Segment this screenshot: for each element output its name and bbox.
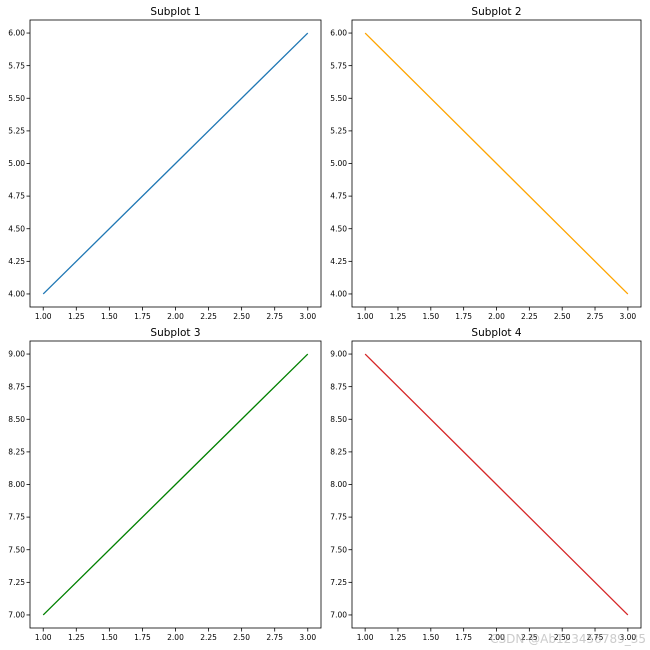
y-tick-label: 7.75 xyxy=(8,513,25,522)
x-tick-label: 1.00 xyxy=(357,312,374,321)
panel-title: Subplot 2 xyxy=(471,6,521,18)
x-tick-label: 2.00 xyxy=(167,312,184,321)
x-tick-label: 2.25 xyxy=(521,633,538,642)
y-tick-label: 5.00 xyxy=(330,159,347,168)
x-tick-label: 1.50 xyxy=(422,633,439,642)
y-tick-label: 5.00 xyxy=(8,159,25,168)
x-tick-label: 2.75 xyxy=(587,312,604,321)
y-tick-label: 4.50 xyxy=(330,224,347,233)
y-tick-label: 7.00 xyxy=(330,611,347,620)
y-tick-label: 8.00 xyxy=(8,480,25,489)
x-tick-label: 2.50 xyxy=(233,633,250,642)
y-tick-label: 8.50 xyxy=(8,415,25,424)
series-line xyxy=(42,353,309,616)
y-tick-label: 4.50 xyxy=(8,224,25,233)
y-tick-label: 5.25 xyxy=(330,126,347,135)
y-tick-label: 8.50 xyxy=(330,415,347,424)
y-tick-label: 7.50 xyxy=(8,545,25,554)
x-tick-label: 2.50 xyxy=(233,312,250,321)
y-tick-label: 8.25 xyxy=(8,447,25,456)
y-tick-label: 5.75 xyxy=(330,61,347,70)
x-tick-label: 1.75 xyxy=(455,312,472,321)
x-tick-label: 3.00 xyxy=(620,633,637,642)
y-tick-label: 4.00 xyxy=(8,290,25,299)
x-tick-label: 1.00 xyxy=(35,633,52,642)
x-tick-label: 3.00 xyxy=(299,633,316,642)
x-tick-label: 2.75 xyxy=(266,633,283,642)
x-tick-label: 1.50 xyxy=(422,312,439,321)
subplot-2: Subplot 2 1.00 1.25 1.50 1.75 2.00 2.25 2.50 2.7… xyxy=(330,6,642,321)
series-line xyxy=(364,353,629,616)
y-tick-label: 4.75 xyxy=(330,192,347,201)
y-tick-label: 4.25 xyxy=(330,257,347,266)
y-tick-label: 8.75 xyxy=(8,382,25,391)
x-tick-label: 2.00 xyxy=(488,633,505,642)
x-tick-label: 1.75 xyxy=(455,633,472,642)
panel-title: Subplot 3 xyxy=(150,327,200,339)
x-tick-label: 3.00 xyxy=(620,312,637,321)
y-tick-label: 9.00 xyxy=(8,350,25,359)
y-tick-label: 6.00 xyxy=(330,29,347,38)
subplot-1: Subplot 1 1.00 1.25 1.50 1.75 2.00 2.25 2.50 2.7… xyxy=(8,6,322,321)
watermark: CSDN @Ab123456789_35 xyxy=(490,632,646,646)
y-tick-label: 7.25 xyxy=(330,578,347,587)
x-tick-label: 2.25 xyxy=(200,633,217,642)
x-tick-label: 1.50 xyxy=(101,633,118,642)
x-tick-label: 1.75 xyxy=(134,633,151,642)
x-tick-label: 2.00 xyxy=(167,633,184,642)
y-tick-label: 4.00 xyxy=(330,290,347,299)
y-tick-label: 5.25 xyxy=(8,126,25,135)
x-tick-label: 1.50 xyxy=(101,312,118,321)
x-tick-label: 1.25 xyxy=(68,312,85,321)
subplot-3: Subplot 3 1.00 1.25 1.50 1.75 2.00 2.25 2.50 2.7… xyxy=(8,327,322,642)
x-tick-label: 2.75 xyxy=(266,312,283,321)
x-tick-label: 1.00 xyxy=(357,633,374,642)
y-tick-label: 7.00 xyxy=(8,611,25,620)
y-tick-label: 7.25 xyxy=(8,578,25,587)
y-tick-label: 4.75 xyxy=(8,192,25,201)
y-tick-label: 5.50 xyxy=(8,94,25,103)
x-tick-label: 2.25 xyxy=(521,312,538,321)
series-line xyxy=(364,32,629,295)
y-tick-label: 7.50 xyxy=(330,545,347,554)
y-tick-label: 7.75 xyxy=(330,513,347,522)
y-tick-label: 5.75 xyxy=(8,61,25,70)
x-tick-label: 1.75 xyxy=(134,312,151,321)
series-line xyxy=(42,32,309,295)
y-tick-label: 4.25 xyxy=(8,257,25,266)
x-tick-label: 2.00 xyxy=(488,312,505,321)
x-tick-label: 1.00 xyxy=(35,312,52,321)
x-tick-label: 2.25 xyxy=(200,312,217,321)
y-tick-label: 9.00 xyxy=(330,350,347,359)
x-tick-label: 1.25 xyxy=(68,633,85,642)
y-tick-label: 6.00 xyxy=(8,29,25,38)
x-tick-label: 1.25 xyxy=(390,633,407,642)
x-tick-label: 2.50 xyxy=(554,633,571,642)
subplot-4: Subplot 4 1.00 1.25 1.50 1.75 2.00 2.25 2.50 2.7… xyxy=(330,327,642,642)
y-tick-label: 8.00 xyxy=(330,480,347,489)
y-tick-label: 8.25 xyxy=(330,447,347,456)
x-tick-label: 3.00 xyxy=(299,312,316,321)
panel-title: Subplot 1 xyxy=(150,6,200,18)
x-tick-label: 1.25 xyxy=(390,312,407,321)
x-tick-label: 2.75 xyxy=(587,633,604,642)
y-tick-label: 8.75 xyxy=(330,382,347,391)
y-tick-label: 5.50 xyxy=(330,94,347,103)
x-tick-label: 2.50 xyxy=(554,312,571,321)
panel-title: Subplot 4 xyxy=(471,327,521,339)
